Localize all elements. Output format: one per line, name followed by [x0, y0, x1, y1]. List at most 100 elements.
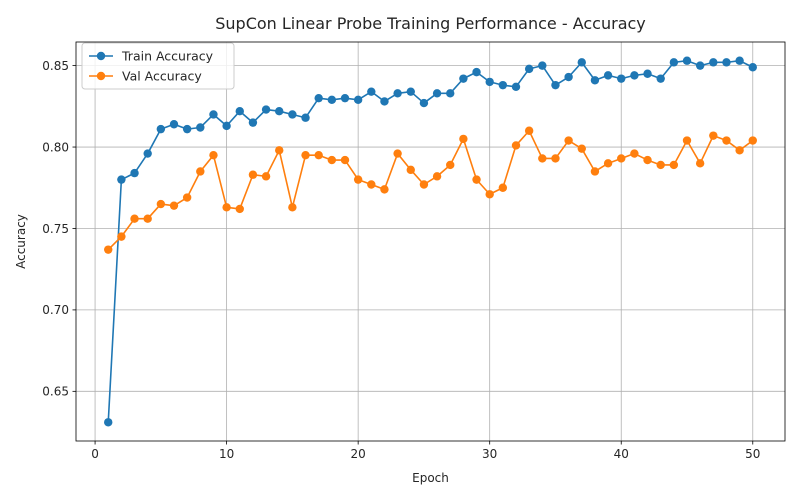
chart-title: SupCon Linear Probe Training Performance…: [215, 14, 646, 33]
data-point: [472, 175, 481, 184]
data-point: [261, 105, 271, 114]
legend-box: [81, 42, 235, 90]
data-point: [485, 190, 494, 199]
data-point: [564, 136, 573, 145]
data-point: [630, 149, 639, 158]
data-point: [459, 74, 468, 83]
data-point: [367, 87, 376, 96]
data-point: [104, 418, 113, 427]
data-point: [248, 170, 258, 179]
data-point: [248, 118, 258, 127]
data-point: [643, 155, 652, 165]
data-point: [196, 167, 205, 176]
data-point: [630, 71, 639, 80]
data-point: [590, 167, 600, 176]
data-point: [367, 180, 376, 189]
series: [104, 56, 757, 427]
data-point: [459, 134, 468, 144]
data-point: [275, 146, 284, 155]
data-point: [590, 76, 600, 85]
data-point: [209, 110, 218, 119]
data-point: [393, 149, 402, 158]
data-point: [564, 72, 573, 82]
data-point: [301, 113, 310, 122]
x-tick-label: 0: [91, 447, 99, 461]
data-point: [209, 150, 218, 160]
data-point: [130, 168, 139, 178]
legend-label: Train Accuracy: [121, 49, 214, 64]
data-point: [419, 98, 429, 108]
data-point: [182, 124, 192, 134]
x-axis-label: Epoch: [412, 471, 449, 485]
legend-marker: [96, 51, 106, 61]
data-point: [130, 214, 139, 223]
data-point: [695, 159, 705, 168]
y-axis-label: Accuracy: [14, 214, 28, 269]
data-point: [472, 67, 481, 77]
data-point: [695, 61, 705, 70]
data-point: [235, 107, 244, 116]
data-point: [577, 144, 586, 153]
data-point: [327, 155, 337, 165]
data-point: [222, 121, 231, 131]
data-point: [485, 77, 494, 87]
legend-marker: [96, 71, 106, 81]
x-tick-label: 30: [482, 447, 497, 461]
data-point: [551, 80, 560, 90]
data-point: [748, 63, 757, 72]
data-point: [143, 149, 152, 158]
x-tick-label: 50: [745, 447, 760, 461]
data-point: [656, 74, 665, 83]
data-point: [380, 185, 389, 194]
data-point: [709, 131, 718, 140]
data-point: [748, 136, 757, 145]
data-point: [275, 107, 284, 116]
data-point: [288, 110, 297, 119]
data-point: [380, 97, 389, 106]
data-point: [182, 193, 192, 202]
data-point: [143, 214, 152, 223]
data-point: [432, 89, 442, 98]
legend-label: Val Accuracy: [122, 69, 202, 84]
x-tick-label: 20: [351, 447, 366, 461]
plot-frame: [75, 41, 786, 442]
grid: [76, 42, 785, 441]
data-point: [156, 124, 166, 134]
data-point: [235, 204, 244, 214]
data-point: [117, 175, 126, 184]
data-point: [498, 183, 508, 192]
data-point: [722, 136, 731, 145]
data-point: [340, 93, 350, 103]
data-point: [709, 58, 718, 67]
data-point: [314, 150, 323, 160]
data-point: [327, 95, 337, 105]
data-point: [577, 58, 586, 67]
data-point: [682, 136, 692, 145]
data-point: [432, 172, 442, 181]
data-point: [656, 160, 665, 170]
data-point: [524, 126, 534, 135]
data-point: [104, 245, 113, 254]
y-tick-label: 0.70: [42, 303, 69, 317]
data-point: [406, 165, 415, 175]
data-point: [196, 123, 205, 132]
data-point: [617, 154, 626, 163]
data-point: [169, 201, 179, 210]
y-tick-label: 0.85: [42, 59, 69, 73]
data-point: [261, 172, 271, 181]
data-point: [156, 199, 166, 209]
data-point: [353, 175, 363, 184]
y-tick-label: 0.75: [42, 222, 69, 236]
data-point: [288, 203, 297, 212]
data-point: [511, 82, 521, 91]
data-point: [498, 80, 508, 90]
data-point: [511, 141, 521, 150]
data-point: [169, 120, 179, 129]
data-point: [301, 150, 310, 160]
data-point: [669, 160, 679, 170]
data-point: [353, 95, 363, 105]
series-train-accuracy: [104, 56, 757, 427]
data-point: [446, 160, 455, 170]
data-point: [538, 154, 547, 163]
